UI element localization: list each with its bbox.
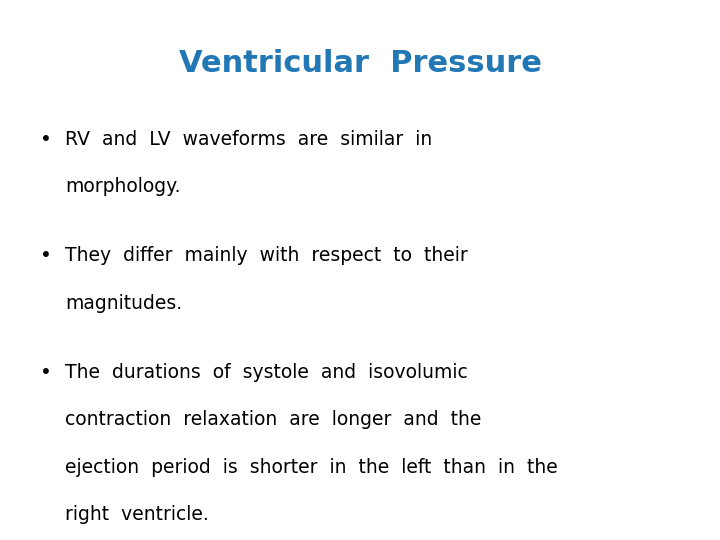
Text: The  durations  of  systole  and  isovolumic: The durations of systole and isovolumic (65, 363, 467, 382)
Text: contraction  relaxation  are  longer  and  the: contraction relaxation are longer and th… (65, 410, 481, 429)
Text: They  differ  mainly  with  respect  to  their: They differ mainly with respect to their (65, 246, 467, 265)
Text: RV  and  LV  waveforms  are  similar  in: RV and LV waveforms are similar in (65, 130, 432, 148)
Text: •: • (40, 246, 51, 265)
Text: ejection  period  is  shorter  in  the  left  than  in  the: ejection period is shorter in the left t… (65, 458, 557, 477)
Text: morphology.: morphology. (65, 177, 180, 196)
Text: •: • (40, 363, 51, 382)
Text: Ventricular  Pressure: Ventricular Pressure (179, 49, 541, 78)
Text: •: • (40, 130, 51, 148)
Text: right  ventricle.: right ventricle. (65, 505, 209, 524)
Text: magnitudes.: magnitudes. (65, 294, 182, 313)
